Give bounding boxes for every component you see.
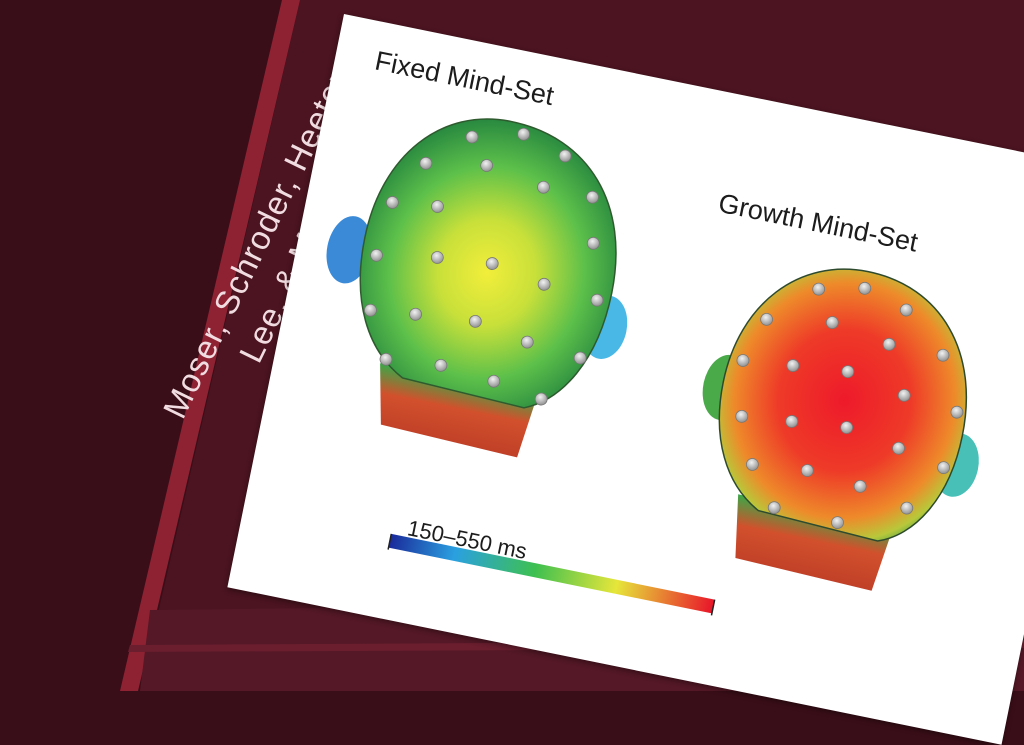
electrode-dot — [430, 251, 444, 264]
electrode-dot — [882, 337, 896, 351]
electrode-dot — [841, 365, 855, 379]
electrode-dot — [735, 409, 749, 423]
electrode-dot — [364, 303, 377, 317]
electrode-dot — [419, 156, 433, 170]
electrode-dot — [936, 348, 950, 362]
electrode-dot — [745, 458, 759, 471]
electrode-dot — [840, 421, 854, 434]
electrode-dot — [434, 358, 448, 372]
electrode-dot — [480, 159, 494, 172]
electrode-dot — [858, 281, 872, 295]
fixed-neck — [380, 363, 536, 458]
electrode-dot — [379, 352, 393, 366]
electrode-dot — [520, 335, 534, 349]
electrode-dot — [485, 257, 499, 270]
electrode-dot — [900, 501, 914, 515]
electrode-dot — [785, 415, 799, 428]
electrode-dot — [786, 359, 800, 372]
electrode-dot — [409, 307, 422, 321]
electrode-dot — [812, 282, 826, 296]
growth-neck — [735, 494, 892, 591]
electrode-dot — [897, 388, 911, 402]
electrode-dot — [767, 501, 781, 515]
growth-head-map — [702, 268, 979, 591]
color-scale-bar — [388, 533, 715, 614]
electrode-dot — [590, 293, 604, 307]
head-maps — [326, 118, 979, 616]
electrode-dot — [853, 479, 867, 493]
electrode-dot — [537, 277, 551, 291]
electrode-dot — [899, 303, 913, 317]
electrode-dot — [586, 236, 600, 250]
growth-head — [718, 268, 967, 542]
electrode-dot — [386, 196, 399, 209]
eeg-figure-slide: Fixed Mind-Set Growth Mind-Set 150–550 m… — [227, 14, 1024, 745]
electrode-dot — [487, 374, 501, 388]
electrode-dot — [825, 316, 839, 329]
electrode-dot — [573, 351, 587, 365]
electrode-dot — [517, 127, 531, 141]
electrode-dot — [534, 392, 548, 406]
electrode-dot — [950, 405, 964, 419]
electrode-dot — [558, 149, 572, 163]
electrode-dot — [831, 516, 844, 530]
electrode-dot — [937, 461, 950, 475]
electrode-dot — [800, 464, 814, 477]
electrode-dot — [370, 248, 383, 262]
electrode-markers — [364, 127, 964, 530]
fixed-head-map — [326, 118, 628, 458]
electrode-dot — [537, 180, 550, 194]
electrode-dot — [736, 354, 750, 367]
electrode-dot — [465, 130, 479, 144]
electrode-dot — [586, 190, 599, 204]
electrode-dot — [760, 312, 774, 326]
electrode-dot — [468, 314, 482, 328]
electrode-dot — [431, 200, 444, 213]
electrode-dot — [892, 441, 905, 455]
